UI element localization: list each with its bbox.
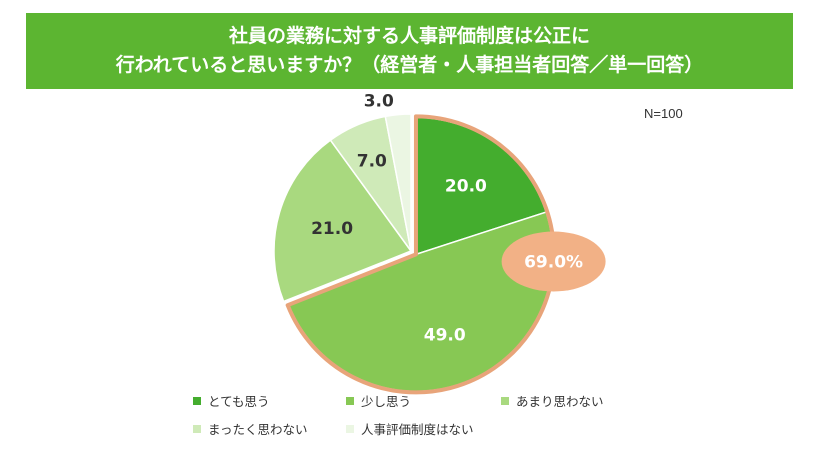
legend-swatch-no-system bbox=[346, 424, 354, 433]
legend-swatch-somewhat bbox=[346, 396, 354, 405]
value-label-very-much: 20.0 bbox=[445, 177, 487, 197]
legend-label-somewhat: 少し思う bbox=[361, 394, 412, 409]
value-label-not-at-all: 7.0 bbox=[357, 151, 387, 171]
legend-label-not-at-all: まったく思わない bbox=[208, 422, 308, 437]
legend-item-somewhat: 少し思う bbox=[346, 391, 411, 410]
chart-title-line-2: 行われていると思いますか？（経営者・人事担当者回答／単一回答） bbox=[115, 54, 704, 76]
chart-title-line-1: 社員の業務に対する人事評価制度は公正に bbox=[228, 25, 590, 47]
legend-label-very-much: とても思う bbox=[208, 394, 270, 409]
legend-item-very-much: とても思う bbox=[193, 391, 270, 410]
value-label-somewhat: 49.0 bbox=[424, 325, 466, 345]
sample-size-label: N=100 bbox=[644, 106, 683, 121]
value-label-no-system: 3.0 bbox=[364, 92, 394, 112]
legend-item-not-at-all: まったく思わない bbox=[193, 419, 308, 438]
legend-label-no-system: 人事評価制度はない bbox=[361, 422, 474, 437]
value-label-not-really: 21.0 bbox=[311, 219, 353, 239]
legend-item-no-system: 人事評価制度はない bbox=[346, 419, 474, 438]
highlight-bubble bbox=[501, 231, 606, 292]
legend-swatch-not-really bbox=[501, 396, 509, 405]
chart-title-banner: 社員の業務に対する人事評価制度は公正に 行われていると思いますか？（経営者・人事… bbox=[26, 13, 793, 89]
pie-slice-not-really bbox=[273, 139, 413, 303]
legend-label-not-really: あまり思わない bbox=[516, 394, 604, 409]
highlight-outline bbox=[285, 114, 556, 395]
pie-slice-no-system bbox=[384, 113, 412, 252]
highlight-total-label: 69.0% bbox=[524, 252, 583, 272]
legend-item-not-really: あまり思わない bbox=[501, 391, 604, 410]
legend-swatch-not-at-all bbox=[193, 424, 201, 433]
legend-swatch-very-much bbox=[193, 396, 201, 405]
